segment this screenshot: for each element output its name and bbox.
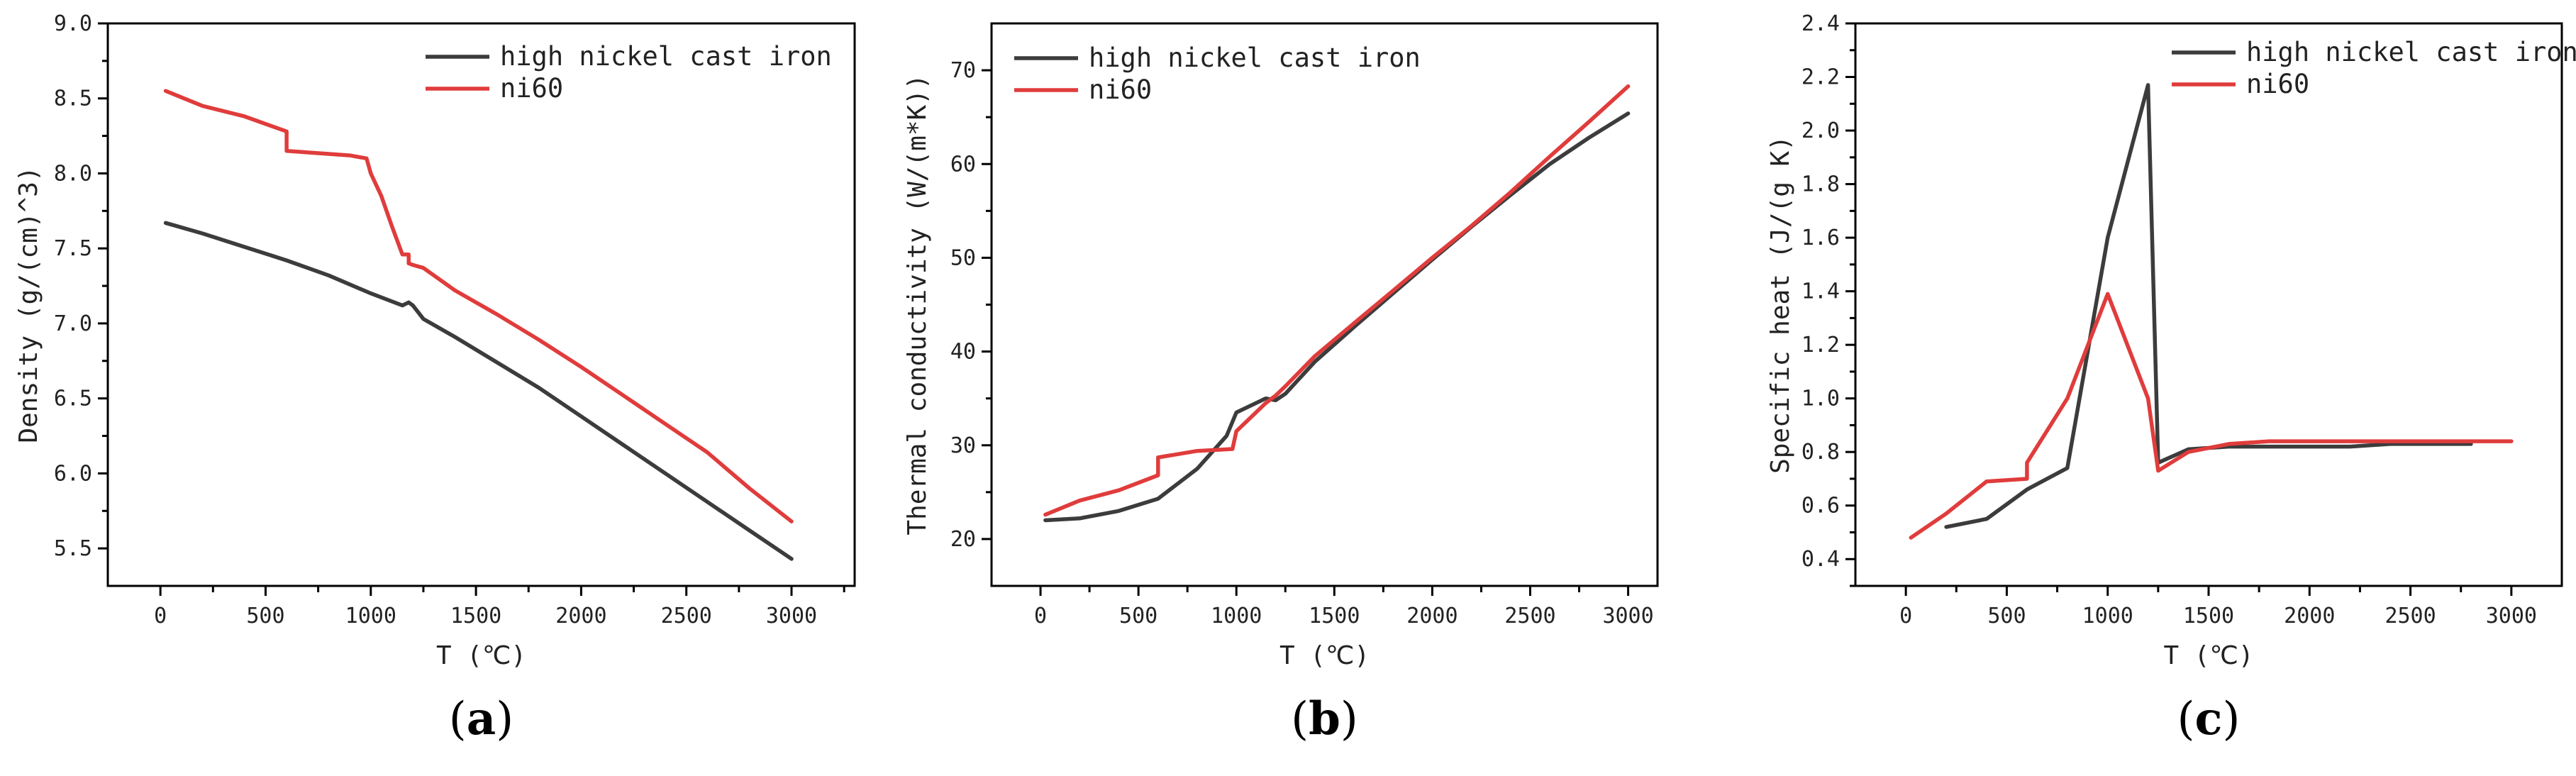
x-tick-label: 0 <box>1034 604 1047 628</box>
x-tick-label: 1000 <box>1211 604 1262 628</box>
series-line-high-nickel-cast-iron <box>1944 83 2473 529</box>
legend-label: ni60 <box>500 73 563 104</box>
x-tick-label: 0 <box>154 604 167 628</box>
y-tick-label: 1.6 <box>1801 226 1840 250</box>
y-tick-label: 2.2 <box>1801 65 1840 90</box>
plot-frame <box>990 22 1659 587</box>
y-tick-label: 1.4 <box>1801 279 1840 304</box>
y-tick-label: 20 <box>950 527 976 552</box>
y-axis-label: Specific heat (J/(g K) <box>1766 135 1795 474</box>
x-tick-label: 500 <box>246 604 284 628</box>
y-tick-label: 1.2 <box>1801 333 1840 357</box>
x-tick-label: 1500 <box>450 604 501 628</box>
panel-label: (a) <box>449 692 513 745</box>
x-tick-label: 2500 <box>2385 604 2436 628</box>
x-tick-label: 0 <box>1899 604 1912 628</box>
series-line-high-nickel-cast-iron <box>1043 111 1631 523</box>
y-tick-label: 2.0 <box>1801 118 1840 143</box>
y-tick-label: 7.0 <box>54 311 92 336</box>
y-tick-label: 6.0 <box>54 461 92 486</box>
x-axis-label: T (℃) <box>2163 641 2253 670</box>
x-tick-label: 500 <box>1987 604 2026 628</box>
x-tick-label: 2000 <box>2284 604 2335 628</box>
x-tick-label: 3000 <box>1602 604 1653 628</box>
chart-panel-b: 0 500 1000 1500 2000 2500 3000 20 30 40 50 60 70 T (℃… <box>903 22 1659 745</box>
y-tick-label: 8.5 <box>54 87 92 111</box>
chart-panel-a: 0 500 1000 1500 2000 2500 3000 5.5 6.0 6.5 7.0 7.5 8… <box>14 11 856 745</box>
y-tick-label: 0.6 <box>1801 494 1840 519</box>
y-tick-label: 50 <box>950 245 976 270</box>
y-axis-label: Density (g/(cm)^3) <box>14 166 43 443</box>
x-tick-label: 1500 <box>2183 604 2234 628</box>
legend-label: ni60 <box>2246 69 2309 99</box>
legend-label: high nickel cast iron <box>1089 43 1421 73</box>
y-tick-label: 7.5 <box>54 236 92 261</box>
y-tick-label: 9.0 <box>54 11 92 36</box>
y-tick-label: 40 <box>950 340 976 365</box>
x-tick-label: 2000 <box>555 604 606 628</box>
x-tick-label: 1000 <box>2082 604 2133 628</box>
legend-label: high nickel cast iron <box>500 41 832 72</box>
x-tick-label: 2500 <box>661 604 712 628</box>
x-axis-label: T (℃) <box>1279 641 1370 670</box>
x-tick-label: 500 <box>1119 604 1157 628</box>
x-tick-label: 1000 <box>345 604 396 628</box>
y-axis-label: Thermal conductivity (W/(m*K)) <box>903 74 932 535</box>
y-tick-label: 1.0 <box>1801 387 1840 411</box>
x-tick-label: 3000 <box>766 604 817 628</box>
series-line-ni60 <box>1043 84 1631 517</box>
y-tick-label: 8.0 <box>54 161 92 186</box>
legend-label: high nickel cast iron <box>2246 37 2576 67</box>
x-tick-label: 2000 <box>1406 604 1458 628</box>
y-tick-label: 5.5 <box>54 536 92 561</box>
y-tick-label: 0.8 <box>1801 440 1840 465</box>
series-line-high-nickel-cast-iron <box>163 221 794 561</box>
legend-label: ni60 <box>1089 74 1152 105</box>
plot-frame <box>106 22 856 587</box>
x-tick-label: 2500 <box>1504 604 1555 628</box>
x-tick-label: 3000 <box>2486 604 2537 628</box>
y-tick-label: 1.8 <box>1801 172 1840 197</box>
panel-label: (b) <box>1291 692 1358 745</box>
y-tick-label: 0.4 <box>1801 547 1840 572</box>
y-tick-label: 6.5 <box>54 387 92 411</box>
panel-label: (c) <box>2177 692 2241 745</box>
x-axis-label: T (℃) <box>436 641 526 670</box>
series-line-ni60 <box>1909 292 2514 540</box>
y-tick-label: 70 <box>950 58 976 83</box>
series-line-ni60 <box>163 89 794 523</box>
x-tick-label: 1500 <box>1309 604 1360 628</box>
y-tick-label: 60 <box>950 152 976 177</box>
y-tick-label: 2.4 <box>1801 11 1840 36</box>
chart-panel-c: 0 500 1000 1500 2000 2500 3000 0.4 0.6 0.8 1.0 1.2 1… <box>1766 11 2576 745</box>
y-tick-label: 30 <box>950 433 976 458</box>
